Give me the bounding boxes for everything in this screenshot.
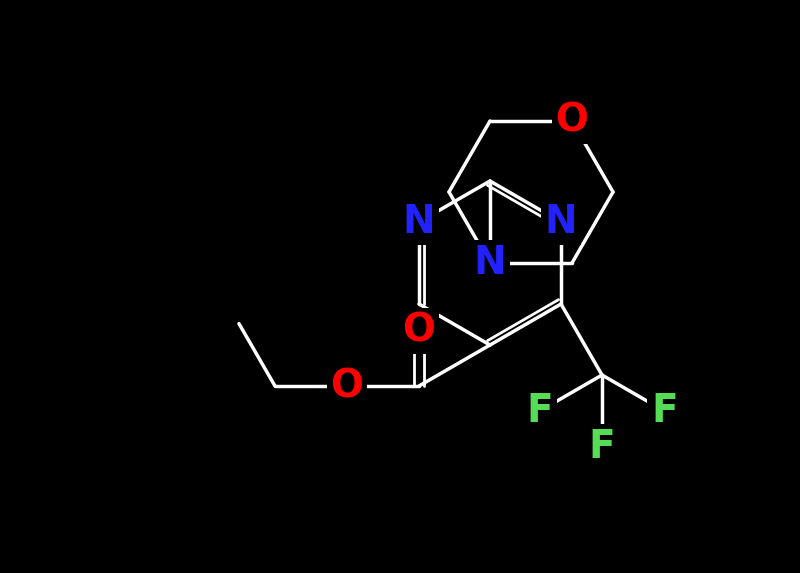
Text: N: N [402, 203, 435, 241]
Text: O: O [402, 312, 435, 350]
Text: F: F [526, 392, 553, 430]
Text: F: F [589, 428, 615, 466]
Text: F: F [651, 392, 678, 430]
Text: N: N [545, 203, 578, 241]
Text: N: N [474, 244, 506, 282]
Text: O: O [555, 102, 589, 140]
Text: O: O [330, 367, 363, 405]
